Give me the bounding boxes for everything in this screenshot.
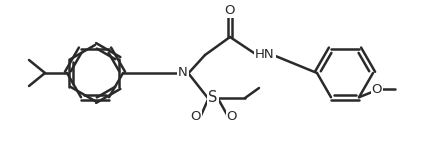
Text: HN: HN [255, 49, 275, 62]
Text: O: O [372, 83, 382, 96]
Text: O: O [225, 4, 235, 16]
Text: O: O [191, 111, 201, 124]
Text: S: S [208, 91, 218, 106]
Text: O: O [227, 111, 237, 124]
Text: N: N [178, 66, 188, 80]
